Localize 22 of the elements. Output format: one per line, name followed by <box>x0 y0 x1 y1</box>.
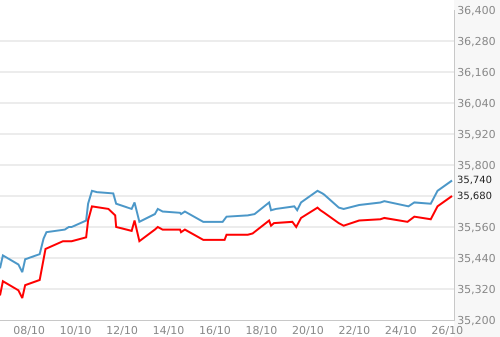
x-tick-label: 18/10 <box>246 324 278 337</box>
y-tick-label: 35,920 <box>457 128 496 141</box>
y-tick-label: 36,280 <box>457 34 496 48</box>
x-tick-label: 22/10 <box>338 324 370 337</box>
x-tick-label: 14/10 <box>152 324 184 337</box>
x-tick-label: 16/10 <box>199 324 231 337</box>
y-tick-label: 36,040 <box>457 96 496 110</box>
y-tick-label: 35,200 <box>457 314 496 327</box>
annotation: 35,740 <box>457 175 492 186</box>
x-tick-label: 24/10 <box>384 324 417 337</box>
x-tick-label: 08/10 <box>13 324 45 337</box>
x-tick-label: 10/10 <box>60 324 92 337</box>
annotation: 35,680 <box>457 191 492 202</box>
y-tick-label: 36,160 <box>457 66 496 79</box>
y-tick-label: 36,400 <box>457 4 496 17</box>
x-tick-label: 20/10 <box>292 324 324 337</box>
y-tick-label: 35,560 <box>457 220 496 234</box>
y-tick-label: 35,320 <box>457 282 496 296</box>
x-tick-label: 26/10 <box>431 324 464 337</box>
y-tick-label: 35,800 <box>457 158 496 172</box>
y-tick-label: 35,440 <box>457 252 496 265</box>
x-tick-label: 12/10 <box>106 324 138 337</box>
